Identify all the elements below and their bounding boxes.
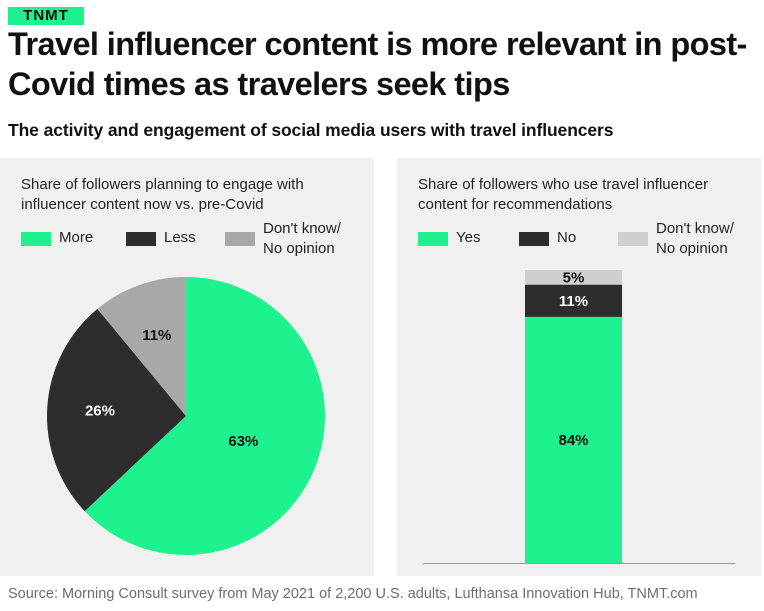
bar-label-dont-know: 5% bbox=[563, 269, 585, 286]
legend-label-dont-know: Don't know/ No opinion bbox=[263, 220, 341, 257]
pie-chart-panel: Share of followers planning to engage wi… bbox=[0, 158, 374, 576]
source-note: Source: Morning Consult survey from May … bbox=[8, 586, 698, 602]
legend-label-more: More bbox=[59, 229, 94, 246]
legend-swatch-dont-know-bar bbox=[618, 232, 648, 246]
brand-logo: TNMT bbox=[8, 7, 84, 25]
legend-swatch-less bbox=[126, 232, 156, 246]
bar-segment-no bbox=[525, 284, 622, 317]
legend-swatch-no bbox=[519, 232, 549, 246]
pie-chart-title: Share of followers planning to engage wi… bbox=[21, 176, 304, 213]
legend-label-yes: Yes bbox=[456, 229, 481, 246]
pie-slice-less bbox=[46, 308, 186, 512]
pie-chart: 63% 26% 11% bbox=[46, 277, 325, 555]
bar-label-no: 11% bbox=[559, 293, 588, 310]
stacked-bar-chart: 84% 11% 5% bbox=[423, 269, 735, 564]
page-subtitle: The activity and engagement of social me… bbox=[8, 120, 614, 140]
pie-label-more: 63% bbox=[228, 433, 258, 450]
bar-chart-panel: Share of followers who use travel influe… bbox=[397, 158, 761, 576]
legend-label-less: Less bbox=[164, 229, 196, 246]
bar-label-yes: 84% bbox=[558, 432, 588, 449]
legend-label-dont-know-bar: Don't know/ No opinion bbox=[656, 220, 734, 257]
bar-segment-dont-know bbox=[525, 270, 622, 285]
pie-label-dont-know: 11% bbox=[142, 327, 171, 344]
legend-label-no: No bbox=[557, 229, 577, 246]
pie-slice-more bbox=[84, 277, 325, 555]
page-title: Travel influencer content is more releva… bbox=[8, 26, 747, 102]
pie-slice-dont-know bbox=[97, 277, 186, 416]
legend-swatch-yes bbox=[418, 232, 448, 246]
legend-swatch-dont-know bbox=[225, 232, 255, 246]
bar-chart-title: Share of followers who use travel influe… bbox=[418, 176, 709, 213]
legend-swatch-more bbox=[21, 232, 51, 246]
pie-label-less: 26% bbox=[85, 403, 115, 420]
bar-segment-yes bbox=[525, 316, 622, 563]
